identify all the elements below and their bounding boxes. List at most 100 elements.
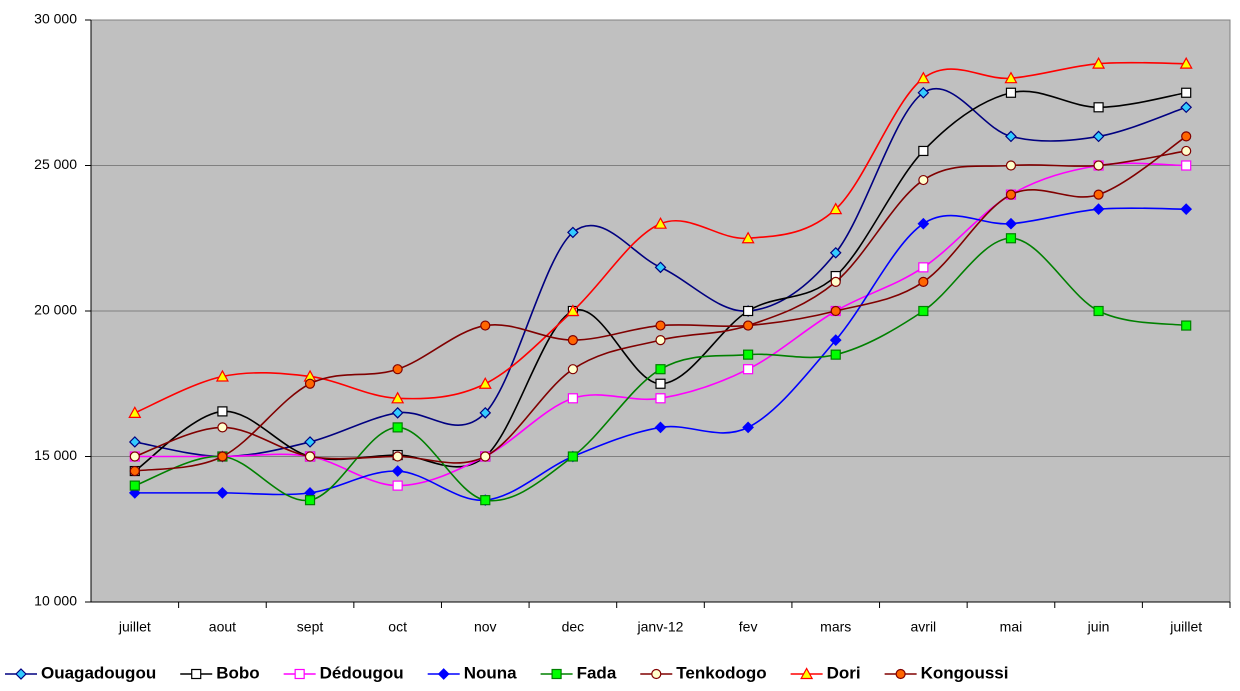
x-tick-label: mars	[820, 619, 851, 635]
data-point	[480, 320, 491, 331]
x-tick-label: aout	[209, 619, 236, 635]
data-point	[129, 451, 140, 462]
y-tick-label: 10 000	[34, 593, 77, 609]
data-point	[216, 487, 229, 499]
x-tick-label: nov	[474, 619, 497, 635]
data-point	[742, 421, 754, 434]
data-point	[392, 422, 403, 433]
data-point	[1093, 160, 1104, 171]
data-point	[918, 305, 929, 317]
legend-label: Ouagadougou	[41, 663, 156, 682]
data-point	[304, 495, 316, 506]
data-point	[1005, 160, 1017, 171]
data-point	[478, 377, 492, 389]
x-tick-label: oct	[388, 619, 407, 635]
legend-marker	[437, 668, 450, 680]
data-point	[1180, 101, 1193, 114]
legend-marker	[15, 668, 27, 680]
data-point	[1092, 56, 1106, 69]
data-point	[655, 378, 666, 389]
x-tick-label: dec	[562, 619, 585, 635]
x-tick-label: mai	[1000, 619, 1023, 635]
data-point	[391, 465, 404, 477]
legend-marker	[651, 668, 662, 680]
data-point	[128, 406, 142, 418]
data-point	[829, 202, 843, 215]
legend-label: Dédougou	[320, 663, 404, 682]
data-point	[918, 145, 929, 157]
data-point	[1093, 102, 1104, 113]
data-point	[1092, 130, 1105, 143]
data-point	[1181, 160, 1192, 171]
data-point	[1181, 87, 1192, 98]
data-point	[743, 320, 754, 331]
legend-label: Bobo	[216, 663, 259, 682]
data-point	[129, 480, 140, 491]
data-point	[304, 451, 316, 462]
data-point	[918, 174, 929, 186]
data-point	[917, 86, 930, 99]
data-point	[480, 495, 491, 506]
data-point	[480, 451, 491, 462]
data-point	[391, 407, 404, 419]
data-point	[743, 364, 754, 375]
data-point	[655, 320, 666, 331]
legend-marker	[551, 668, 562, 680]
data-point	[391, 391, 405, 404]
data-point	[1005, 130, 1017, 143]
legend-label: Tenkodogo	[676, 663, 766, 682]
data-point	[654, 261, 667, 274]
legend-label: Kongoussi	[921, 663, 1009, 682]
data-point	[829, 334, 842, 346]
data-point	[1181, 145, 1192, 157]
data-point	[392, 451, 403, 462]
x-tick-label: juillet	[1169, 619, 1202, 635]
data-point	[653, 216, 668, 229]
x-tick-label: sept	[297, 619, 324, 635]
data-point	[566, 304, 580, 317]
data-point	[1005, 87, 1017, 98]
data-point	[129, 465, 140, 477]
x-tick-label: juillet	[118, 619, 151, 635]
data-point	[830, 349, 841, 360]
legend-label: Fada	[577, 663, 617, 682]
x-tick-label: avril	[911, 619, 937, 635]
data-point	[830, 305, 841, 317]
data-point	[567, 335, 578, 346]
data-point	[1181, 131, 1192, 142]
data-point	[830, 276, 841, 287]
data-point	[1181, 320, 1192, 331]
data-point	[217, 451, 228, 462]
data-point	[917, 217, 930, 230]
data-point	[567, 364, 578, 375]
y-tick-label: 30 000	[34, 11, 77, 27]
legend-marker	[294, 668, 305, 680]
data-point	[743, 305, 754, 317]
y-tick-label: 20 000	[34, 302, 77, 318]
y-tick-label: 25 000	[34, 156, 77, 172]
data-point	[567, 226, 579, 239]
data-point	[743, 349, 754, 360]
data-point	[1005, 233, 1017, 244]
data-point	[655, 393, 666, 404]
data-point	[304, 378, 316, 389]
data-point	[215, 369, 229, 382]
data-point	[829, 246, 842, 259]
data-point	[392, 480, 403, 491]
data-point	[916, 71, 930, 84]
data-point	[741, 231, 755, 244]
data-point	[1093, 189, 1104, 200]
data-point	[1180, 203, 1193, 215]
x-tick-label: janv-12	[637, 619, 684, 635]
x-tick-label: juin	[1087, 619, 1110, 635]
data-point	[1093, 305, 1104, 317]
y-tick-label: 15 000	[34, 447, 77, 463]
data-point	[392, 364, 403, 375]
x-tick-label: fev	[739, 619, 758, 635]
data-point	[918, 262, 929, 273]
legend-marker	[895, 668, 906, 680]
legend-label: Nouna	[464, 663, 517, 682]
data-point	[1004, 71, 1018, 84]
data-point	[304, 436, 316, 448]
